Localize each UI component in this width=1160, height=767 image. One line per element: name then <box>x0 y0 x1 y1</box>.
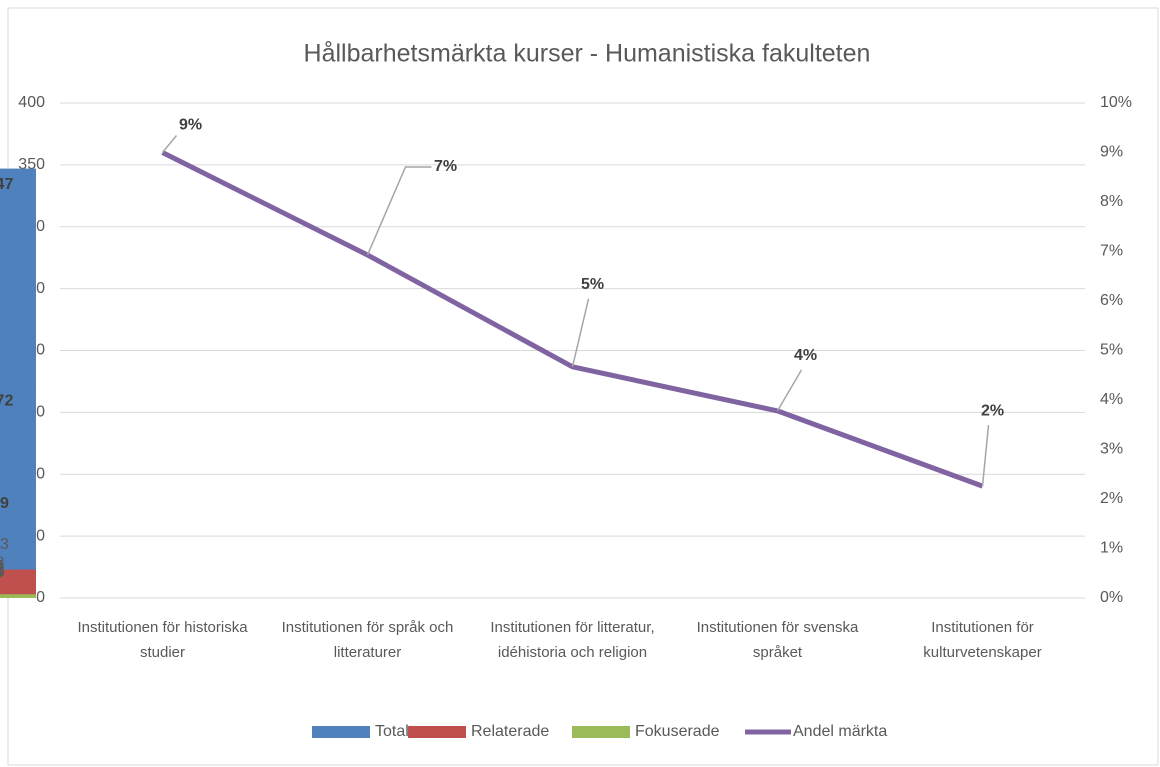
data-label: 8 <box>0 554 5 571</box>
y2-tick-label: 5% <box>1100 342 1123 359</box>
data-label: 1 <box>0 563 5 580</box>
bar <box>0 594 36 598</box>
legend-label: Relaterade <box>471 723 549 740</box>
data-label: 0 <box>0 564 5 581</box>
data-label: 2 <box>0 562 5 579</box>
data-label: 5% <box>581 276 604 293</box>
leader-line <box>161 135 178 153</box>
data-label: 23 <box>0 536 9 553</box>
data-label: 7% <box>434 158 457 175</box>
x-tick-label: Institutionen för språk och litteraturer <box>281 619 454 661</box>
data-label: 172 <box>0 392 13 409</box>
legend-label: Andel märkta <box>793 723 887 740</box>
y2-tick-label: 2% <box>1100 490 1123 507</box>
y2-tick-label: 7% <box>1100 243 1123 260</box>
y-tick-label: 400 <box>18 94 45 111</box>
leader-line <box>776 369 803 412</box>
legend-swatch <box>408 726 466 738</box>
data-label: 4% <box>794 347 817 364</box>
y2-tick-label: 0% <box>1100 589 1123 606</box>
y2-tick-label: 9% <box>1100 144 1123 161</box>
leader-line <box>981 425 990 487</box>
data-label: 89 <box>0 495 9 512</box>
y2-tick-label: 4% <box>1100 391 1123 408</box>
chart-frame <box>7 7 1159 766</box>
y2-tick-label: 1% <box>1100 540 1123 557</box>
leader-line <box>366 166 432 256</box>
data-label: 9% <box>179 117 202 134</box>
y2-tick-label: 6% <box>1100 292 1123 309</box>
chart-title: Hållbarhetsmärkta kurser - Humanistiska … <box>304 40 871 68</box>
data-label: 1 <box>0 563 5 580</box>
x-tick-label: Institutionen för svenska språket <box>696 619 859 661</box>
data-label: 3 <box>0 561 5 578</box>
legend-swatch <box>572 726 630 738</box>
data-label: 5 <box>0 558 5 575</box>
x-tick-label: Institutionen för historiska studier <box>77 619 248 661</box>
leader-line <box>571 298 590 368</box>
legend-swatch <box>312 726 370 738</box>
y2-tick-label: 10% <box>1100 94 1132 111</box>
legend-label: Fokuserade <box>635 723 720 740</box>
data-label: 0 <box>0 564 5 581</box>
legend-label: Totalt <box>375 723 414 740</box>
data-label: 3 <box>0 561 5 578</box>
data-label: 2% <box>981 402 1004 419</box>
y2-tick-label: 3% <box>1100 441 1123 458</box>
x-tick-label: Institutionen för litteratur, idéhistori… <box>490 619 655 661</box>
y2-tick-label: 8% <box>1100 193 1123 210</box>
y-tick-label: 0 <box>36 589 45 606</box>
x-tick-label: Institutionen för kulturvetenskaper <box>923 619 1042 661</box>
data-label: 347 <box>0 176 13 193</box>
